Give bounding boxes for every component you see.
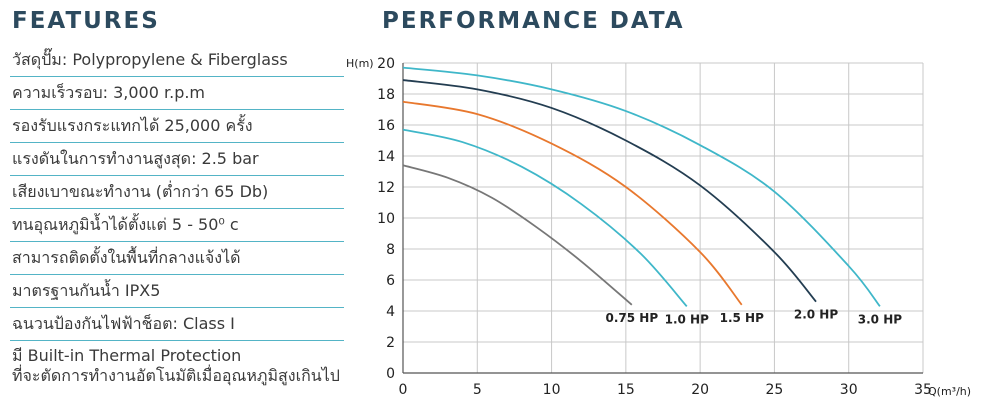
y-tick-label: 0 [386,366,395,382]
chart-labels: 0.75 HP 1.0 HP 1.5 HP 2.0 HP 3.0 HP [605,308,902,327]
feature-item: รองรับแรงกระแทกได้ 25,000 ครั้ง [10,110,344,143]
series-label: 1.5 HP [720,311,764,325]
feature-item: วัสดุปั๊ม: Polypropylene & Fiberglass [10,44,344,77]
series-line [402,164,633,306]
series-label: 1.0 HP [665,312,709,326]
feature-item: ทนอุณหภูมิน้ำได้ตั้งแต่ 5 - 50⁰ c [10,209,344,242]
feature-item: ฉนวนป้องกันไฟฟ้าช็อต: Class I [10,308,344,341]
series-label: 2.0 HP [794,308,838,322]
series-line [402,66,881,307]
feature-line: ที่จะตัดการทำงานอัตโนมัติเมื่ออุณหภูมิสู… [12,366,340,385]
chart-curves [402,66,881,307]
performance-title: PERFORMANCE DATA [382,8,685,34]
x-tick-label: 15 [617,382,635,398]
series-label: 3.0 HP [858,312,902,326]
feature-item: แรงดันในการทำงานสูงสุด: 2.5 bar [10,143,344,176]
y-axis-label: H(m) [346,57,374,70]
series-line [402,100,743,306]
y-tick-label: 6 [386,273,395,289]
y-tick-label: 12 [377,180,395,196]
features-title: FEATURES [12,8,160,34]
y-tick-label: 14 [377,149,395,165]
performance-chart: 0 2 4 6 8 10 12 14 16 18 20 0 5 10 15 20 25 30 35 0.75 HP 1… [346,56,971,398]
series-line [402,79,817,303]
series-label: 0.75 HP [605,311,658,325]
feature-item: เสียงเบาขณะทำงาน (ต่ำกว่า 65 Db) [10,176,344,209]
y-tick-label: 16 [377,118,395,134]
chart-axes: 0 2 4 6 8 10 12 14 16 18 20 0 5 10 15 20 25 30 35 [377,56,932,398]
feature-item: มาตรฐานกันน้ำ IPX5 [10,275,344,308]
x-tick-label: 35 [914,382,932,398]
x-tick-label: 10 [543,382,561,398]
y-tick-label: 10 [377,211,395,227]
feature-item-thermal: มี Built-in Thermal Protection ที่จะตัดก… [10,341,344,386]
features-list: วัสดุปั๊ม: Polypropylene & Fiberglass คว… [10,44,344,386]
y-tick-label: 4 [386,304,395,320]
x-tick-label: 5 [473,382,482,398]
x-tick-label: 0 [399,382,408,398]
feature-line: มี Built-in Thermal Protection [12,346,242,365]
y-tick-label: 2 [386,335,395,351]
x-tick-label: 25 [766,382,784,398]
x-tick-label: 20 [691,382,709,398]
y-tick-label: 20 [377,56,395,72]
feature-item: ความเร็วรอบ: 3,000 r.p.m [10,77,344,110]
y-tick-label: 18 [377,87,395,103]
feature-item: สามารถติดตั้งในพื้นที่กลางแจ้งได้ [10,242,344,275]
x-axis-label: Q(m³/h) [928,385,971,398]
y-tick-label: 8 [386,242,395,258]
series-line [402,128,688,307]
x-tick-label: 30 [840,382,858,398]
